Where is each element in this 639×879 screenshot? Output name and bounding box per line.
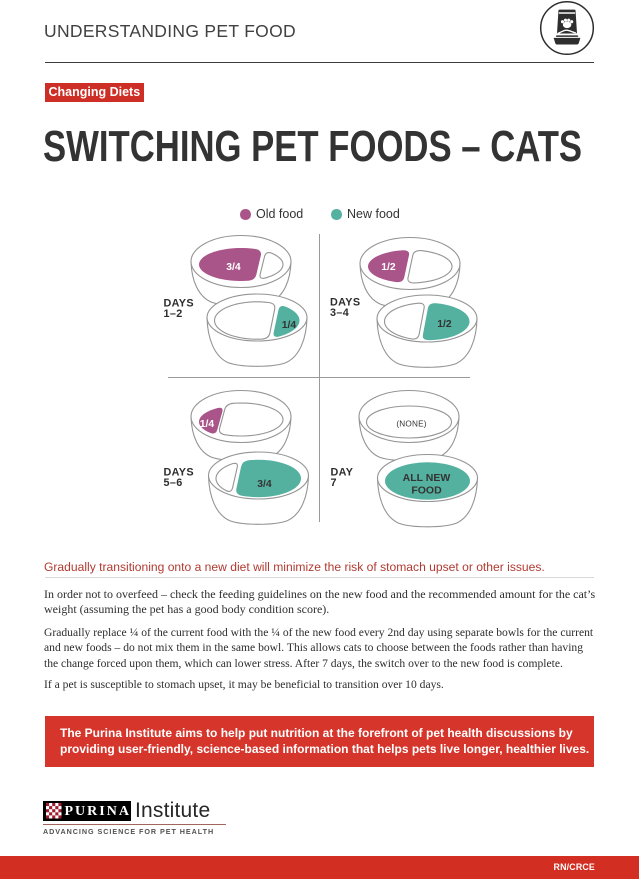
svg-text:3/4: 3/4	[257, 479, 272, 490]
svg-text:1/2: 1/2	[437, 319, 452, 330]
svg-text:7: 7	[331, 477, 337, 489]
svg-text:DAY: DAY	[331, 467, 354, 479]
svg-text:5–6: 5–6	[164, 477, 183, 489]
svg-text:3–4: 3–4	[330, 307, 349, 319]
svg-text:3/4: 3/4	[226, 262, 241, 273]
svg-text:1/2: 1/2	[381, 262, 396, 273]
svg-text:FOOD: FOOD	[411, 485, 442, 497]
svg-text:1/4: 1/4	[200, 419, 215, 430]
svg-text:DAYS: DAYS	[164, 467, 194, 479]
svg-text:1–2: 1–2	[164, 308, 183, 320]
svg-text:DAYS: DAYS	[330, 297, 360, 309]
svg-text:1/4: 1/4	[282, 320, 297, 331]
svg-text:ALL NEW: ALL NEW	[403, 472, 451, 484]
svg-text:(NONE): (NONE)	[396, 419, 426, 428]
svg-text:DAYS: DAYS	[164, 298, 194, 310]
